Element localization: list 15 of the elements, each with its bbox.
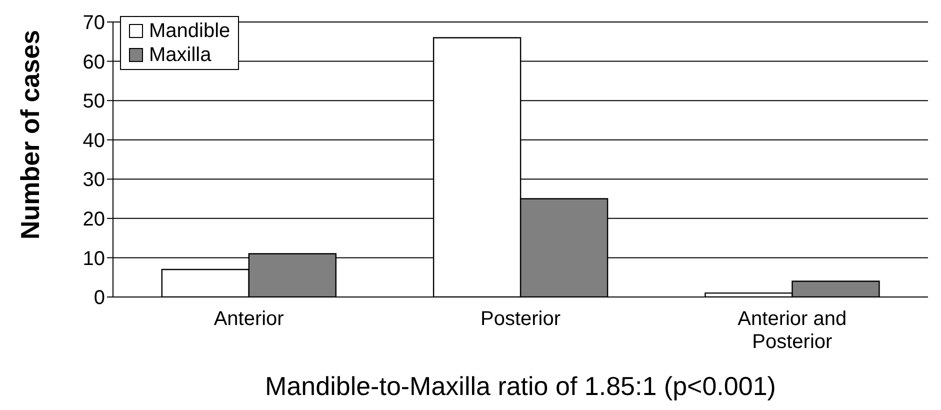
x-axis-title: Mandible-to-Maxilla ratio of 1.85:1 (p<0.001) — [265, 371, 776, 401]
y-tick-label: 10 — [82, 248, 105, 270]
y-tick-label: 60 — [82, 51, 105, 74]
x-tick-label: Anterior — [214, 308, 284, 330]
y-tick-label: 50 — [82, 90, 105, 113]
x-tick-label: Posterior — [480, 308, 561, 330]
legend-label: Maxilla — [149, 43, 212, 67]
y-tick-label: 40 — [82, 130, 105, 152]
y-tick-label: 0 — [94, 287, 105, 310]
legend-label: Mandible — [149, 19, 230, 43]
y-axis-title: Number of cases — [15, 30, 46, 240]
x-tick-label: Anterior and Posterior — [738, 308, 847, 353]
y-tick-label: 30 — [82, 169, 105, 192]
y-tick-label: 70 — [82, 12, 105, 34]
y-tick-label: 20 — [82, 208, 105, 231]
